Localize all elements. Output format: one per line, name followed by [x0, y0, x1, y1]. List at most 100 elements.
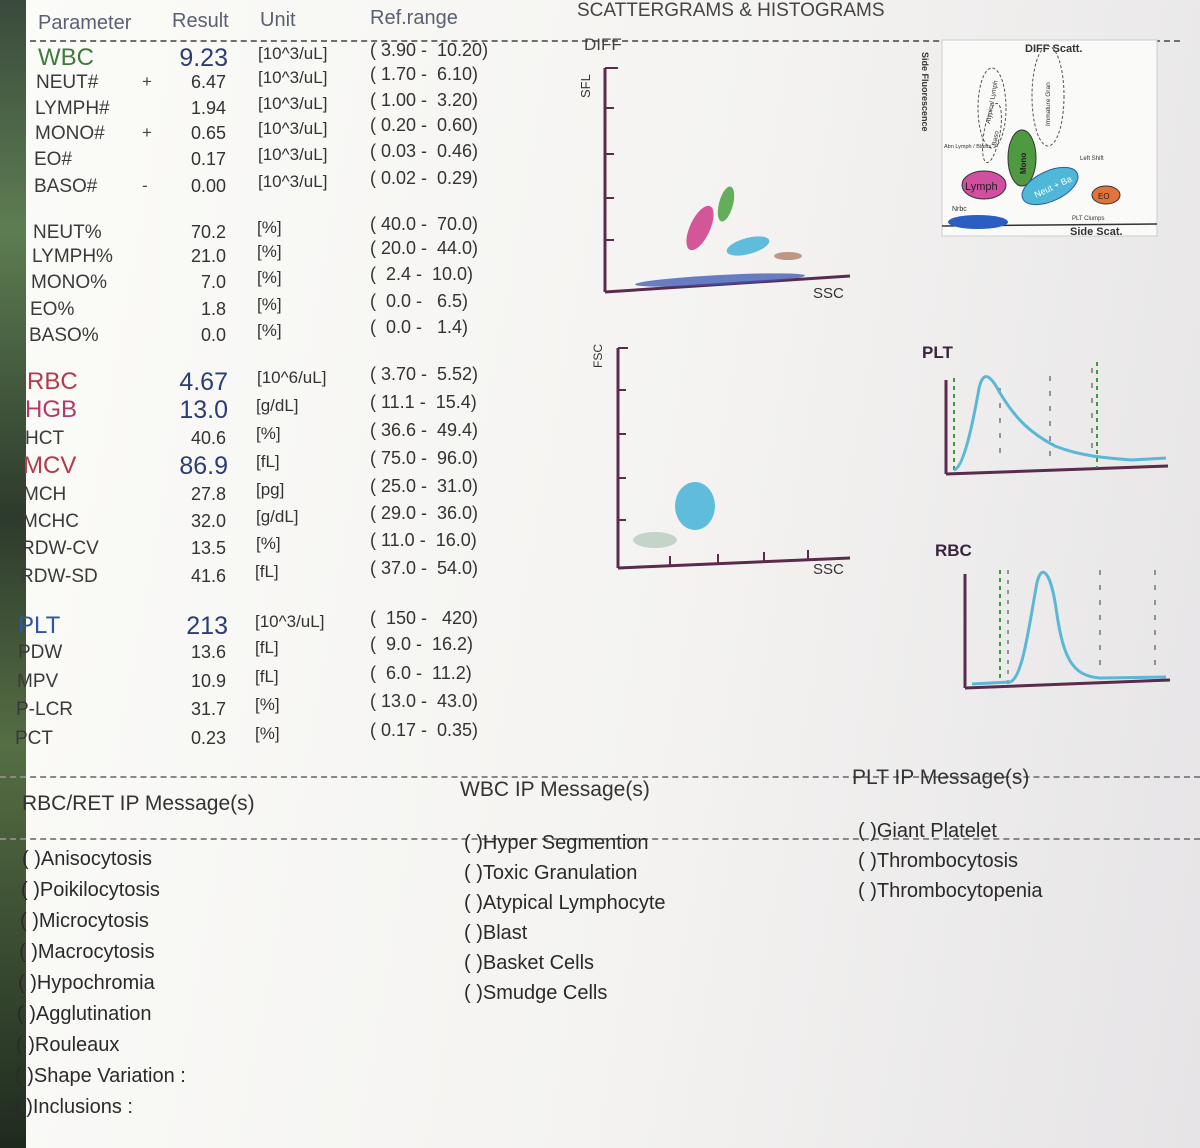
param-unit: [g/dL]: [256, 396, 299, 415]
param-result: 10.9: [190, 671, 226, 691]
param-result: 40.6: [190, 428, 226, 448]
neut-legend-blob: [1021, 166, 1079, 206]
param-ref-range: ( 20.0 - 44.0): [370, 238, 479, 258]
lymph-cluster: [717, 186, 735, 222]
param-ref-range: ( 0.02 - 0.29): [370, 168, 479, 188]
plt-curve: [953, 375, 1167, 472]
param-result: 86.9: [179, 452, 228, 480]
legend-plt-clumps: PLT Clumps: [1072, 216, 1104, 222]
param-result: 1.94: [190, 98, 226, 118]
fsc-axis-label: FSC: [591, 344, 605, 368]
message-item: ( )Rouleaux: [16, 1034, 120, 1056]
param-name: PLT: [18, 612, 61, 639]
param-name: NEUT#: [36, 72, 99, 93]
param-name: HGB: [25, 396, 78, 423]
mono-legend-blob: [1007, 129, 1037, 187]
param-unit: [fL]: [256, 452, 280, 471]
legend-baso: Baso: [991, 130, 1001, 146]
param-ref-range: ( 1.00 - 3.20): [370, 90, 479, 110]
param-result: 13.0: [179, 396, 228, 424]
param-ref-range: ( 3.70 - 5.52): [370, 364, 479, 384]
param-ref-range: ( 13.0 - 43.0): [370, 691, 479, 711]
param-name: PCT: [15, 728, 53, 749]
param-unit: [fL]: [255, 638, 279, 657]
plt-messages-title: PLT IP Message(s): [852, 766, 1030, 789]
param-ref-range: ( 1.70 - 6.10): [370, 64, 479, 84]
param-name: MONO%: [31, 272, 107, 293]
param-unit: [10^3/uL]: [258, 68, 328, 87]
header-scattergrams: SCATTERGRAMS & HISTOGRAMS: [577, 0, 885, 21]
param-name: WBC: [38, 44, 94, 71]
param-unit: [%]: [257, 218, 282, 237]
rbc-hist-label: RBC: [935, 541, 972, 560]
legend-left-shift: Left Shift: [1080, 156, 1104, 162]
param-unit: [fL]: [255, 562, 279, 581]
param-ref-range: ( 0.03 - 0.46): [370, 141, 479, 161]
neut-cluster: [726, 236, 770, 256]
param-name: MCV: [23, 452, 77, 479]
plt-histogram: PLT: [922, 343, 1169, 476]
param-ref-range: ( 75.0 - 96.0): [370, 448, 479, 468]
header-ref: Ref.range: [370, 7, 458, 29]
message-item: ( )Anisocytosis: [22, 848, 153, 870]
param-unit: [%]: [256, 424, 281, 443]
message-item: ( )Poikilocytosis: [21, 879, 160, 901]
param-result: 0.23: [190, 728, 226, 748]
param-ref-range: ( 2.4 - 10.0): [370, 264, 474, 284]
diff-scattergram: SFL SSC: [578, 67, 851, 302]
param-ref-range: ( 37.0 - 54.0): [370, 558, 479, 578]
eo-cluster: [774, 252, 802, 260]
param-unit: [%]: [257, 268, 282, 287]
background-edge: [0, 0, 26, 1148]
param-ref-range: ( 0.20 - 0.60): [370, 115, 479, 135]
param-result: 6.47: [190, 72, 226, 92]
plt-hist-label: PLT: [922, 343, 953, 362]
param-unit: [10^3/uL]: [258, 94, 328, 113]
param-unit: [%]: [256, 534, 281, 553]
legend-mono: Mono: [1019, 153, 1028, 174]
immature-gran-region: [1031, 45, 1065, 147]
param-unit: [g/dL]: [256, 507, 299, 526]
message-item: ( )Basket Cells: [464, 952, 595, 974]
param-name: RBC: [27, 368, 78, 395]
param-flag: +: [142, 72, 152, 91]
ssc2-axis-label: SSC: [813, 561, 844, 578]
param-name: BASO#: [34, 176, 98, 197]
param-unit: [fL]: [255, 667, 279, 686]
param-name: RDW-SD: [20, 566, 98, 587]
param-name: MONO#: [35, 123, 105, 144]
param-unit: [10^3/uL]: [258, 172, 328, 191]
param-unit: [pg]: [256, 480, 285, 499]
message-item: ( )Inclusions :: [14, 1096, 133, 1118]
message-item: ( )Thrombocytopenia: [858, 880, 1043, 902]
nrbc-legend-blob: [948, 215, 1008, 229]
param-flag: -: [142, 176, 148, 195]
param-ref-range: ( 29.0 - 36.0): [370, 503, 479, 523]
param-ref-range: ( 6.0 - 11.2): [370, 663, 472, 683]
param-unit: [%]: [255, 695, 280, 714]
message-item: ( )Atypical Lymphocyte: [464, 892, 666, 914]
message-item: ( )Giant Platelet: [858, 820, 997, 842]
param-name: P-LCR: [16, 699, 74, 720]
messages-divider-top: [0, 776, 1200, 778]
param-result: 13.6: [190, 642, 226, 662]
param-unit: [10^3/uL]: [258, 44, 328, 63]
mono-cluster: [686, 205, 714, 251]
param-ref-range: ( 36.6 - 49.4): [370, 420, 479, 440]
param-unit: [%]: [257, 295, 282, 314]
param-result: 41.6: [190, 566, 226, 586]
param-result: 9.23: [179, 44, 228, 72]
param-name: NEUT%: [33, 222, 102, 243]
param-result: 70.2: [190, 222, 226, 242]
sfl-axis-label: SFL: [578, 74, 593, 98]
diff-legend: DIFF Scatt. Side Fluorescence Side Scat.…: [920, 39, 1158, 238]
param-result: 213: [186, 612, 228, 640]
param-result: 32.0: [190, 511, 226, 531]
ghost-cluster: [635, 273, 805, 287]
param-unit: [10^3/uL]: [258, 145, 328, 164]
message-item: ( )Hypochromia: [18, 972, 155, 994]
param-name: EO%: [30, 299, 75, 320]
param-result: 7.0: [200, 272, 226, 292]
param-result: 27.8: [190, 484, 226, 504]
legend-immature: Immature Gran: [1045, 82, 1052, 126]
